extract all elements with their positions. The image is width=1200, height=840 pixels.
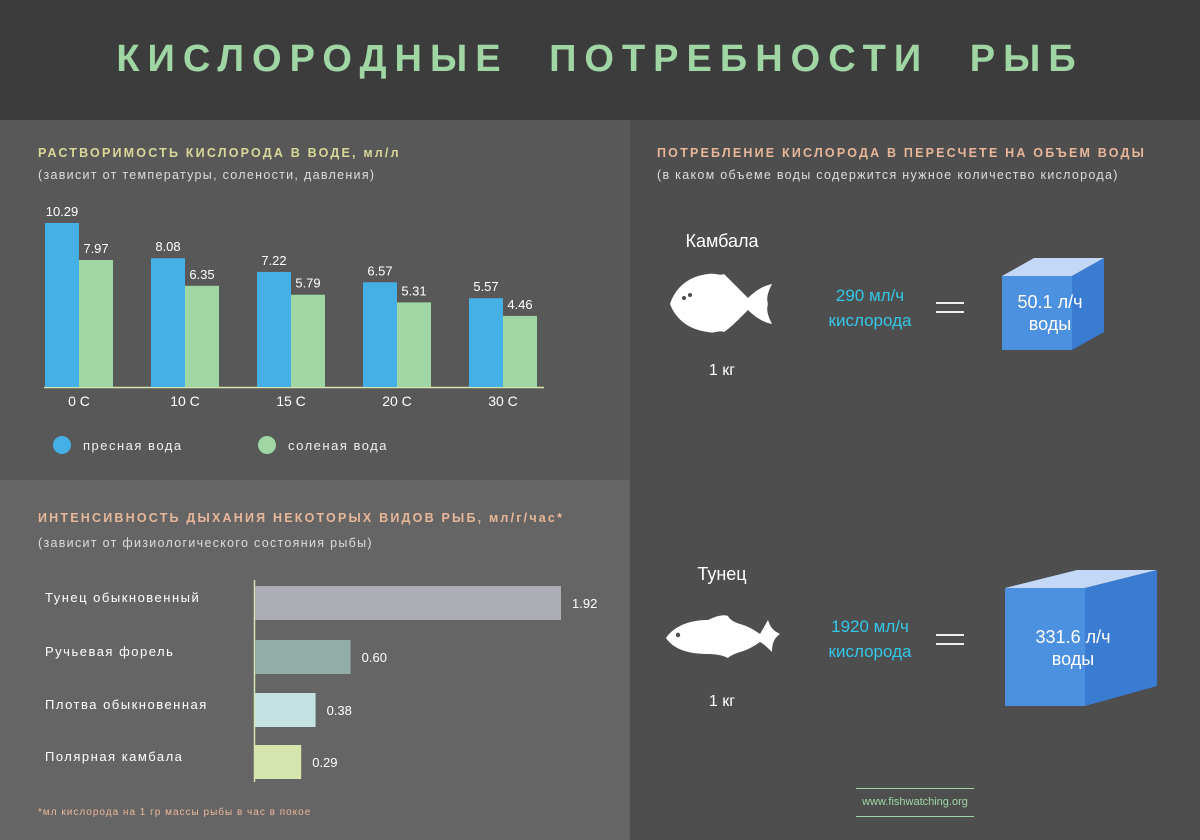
website-link[interactable]: www.fishwatching.org xyxy=(856,788,974,817)
respiration-title: ИНТЕНСИВНОСТЬ ДЫХАНИЯ НЕКОТОРЫХ ВИДОВ РЫ… xyxy=(38,511,565,525)
flounder-weight: 1 кг xyxy=(708,362,736,379)
data-label: 6.35 xyxy=(189,267,214,282)
tuna-icon xyxy=(666,615,780,658)
data-label: 7.97 xyxy=(83,241,108,256)
respiration-subtitle: (зависит от физиологического состояния р… xyxy=(38,536,373,550)
category-label: Плотва обыкновенная xyxy=(45,697,208,712)
data-label: 0.60 xyxy=(362,650,387,665)
data-label: 10.29 xyxy=(46,204,79,219)
data-label: 6.57 xyxy=(367,263,392,278)
flounder-rate-unit: кислорода xyxy=(828,311,912,330)
water-cube-icon xyxy=(1002,258,1104,350)
bar-salt xyxy=(185,285,219,387)
flounder-volume: 50.1 л/ч воды xyxy=(1002,291,1098,335)
data-label: 5.79 xyxy=(295,276,320,291)
category-label: Тунец обыкновенный xyxy=(45,590,200,605)
header: КИСЛОРОДНЫЕ ПОТРЕБНОСТИ РЫБ xyxy=(0,0,1200,120)
footnote: *мл кислорода на 1 гр массы рыбы в час в… xyxy=(38,807,312,818)
tuna-volume-value: 331.6 л/ч xyxy=(1035,627,1111,647)
x-tick-label: 20 C xyxy=(382,393,412,409)
category-label: Ручьевая форель xyxy=(45,644,174,659)
flounder-volume-unit: воды xyxy=(1028,314,1072,334)
bar-fresh xyxy=(257,271,291,387)
legend-fresh-marker xyxy=(53,436,71,454)
bar xyxy=(255,586,561,620)
consumption-subtitle: (в каком объеме воды содержится нужное к… xyxy=(657,168,1119,182)
data-label: 8.08 xyxy=(155,239,180,254)
consumption-panel xyxy=(630,120,1200,840)
water-cube-icon xyxy=(1005,570,1157,706)
bar xyxy=(255,640,351,674)
bar-salt xyxy=(503,315,537,387)
data-label: 5.57 xyxy=(473,279,498,294)
x-tick-label: 15 C xyxy=(276,393,306,409)
x-tick-label: 30 C xyxy=(488,393,518,409)
flounder-name: Камбала xyxy=(685,231,759,251)
consumption-title: ПОТРЕБЛЕНИЕ КИСЛОРОДА В ПЕРЕСЧЕТЕ НА ОБЪ… xyxy=(657,146,1147,160)
flounder-rate: 290 мл/ч кислорода xyxy=(790,283,950,333)
bar-fresh xyxy=(45,223,79,387)
tuna-rate-value: 1920 мл/ч xyxy=(831,617,909,636)
data-label: 5.31 xyxy=(401,283,426,298)
tuna-weight: 1 кг xyxy=(708,693,736,710)
legend-fresh: пресная вода xyxy=(53,436,183,454)
tuna-rate-unit: кислорода xyxy=(828,642,912,661)
flounder-icon xyxy=(670,273,772,333)
legend-salt: соленая вода xyxy=(258,436,388,454)
bar xyxy=(255,745,302,779)
tuna-rate: 1920 мл/ч кислорода xyxy=(790,614,950,664)
tuna-name: Тунец xyxy=(697,564,747,584)
bar-fresh xyxy=(151,258,185,387)
data-label: 1.92 xyxy=(572,596,597,611)
bar-fresh xyxy=(363,282,397,387)
respiration-chart: Тунец обыкновенный 1.92 Ручьевая форель 0.6… xyxy=(45,580,597,782)
data-label: 4.46 xyxy=(507,297,532,312)
data-label: 0.29 xyxy=(312,755,337,770)
bar-salt xyxy=(291,294,325,387)
bar-fresh xyxy=(469,298,503,387)
bar-salt xyxy=(79,259,113,387)
x-tick-label: 0 C xyxy=(68,393,90,409)
bar-salt xyxy=(397,302,431,387)
solubility-title: РАСТВОРИМОСТЬ КИСЛОРОДА В ВОДЕ, мл/л xyxy=(38,146,401,160)
legend-salt-label: соленая вода xyxy=(288,437,388,453)
bar xyxy=(255,693,316,727)
equals-icon xyxy=(936,302,964,320)
legend-fresh-label: пресная вода xyxy=(83,437,183,453)
data-label: 7.22 xyxy=(261,253,286,268)
legend-salt-marker xyxy=(258,436,276,454)
flounder-volume-value: 50.1 л/ч xyxy=(1017,292,1083,312)
category-label: Полярная камбала xyxy=(45,749,183,764)
solubility-chart: 10.29 7.97 0 C 8.08 6.35 10 C 7.22 5.79 15 C 6.57… xyxy=(44,204,544,409)
flounder-rate-value: 290 мл/ч xyxy=(835,286,905,305)
page-title: КИСЛОРОДНЫЕ ПОТРЕБНОСТИ РЫБ xyxy=(116,38,1084,80)
x-tick-label: 10 C xyxy=(170,393,200,409)
solubility-subtitle: (зависит от температуры, солености, давл… xyxy=(38,168,376,182)
tuna-volume-unit: воды xyxy=(1051,649,1095,669)
tuna-volume: 331.6 л/ч воды xyxy=(1020,626,1126,670)
equals-icon xyxy=(936,634,964,652)
data-label: 0.38 xyxy=(327,703,352,718)
